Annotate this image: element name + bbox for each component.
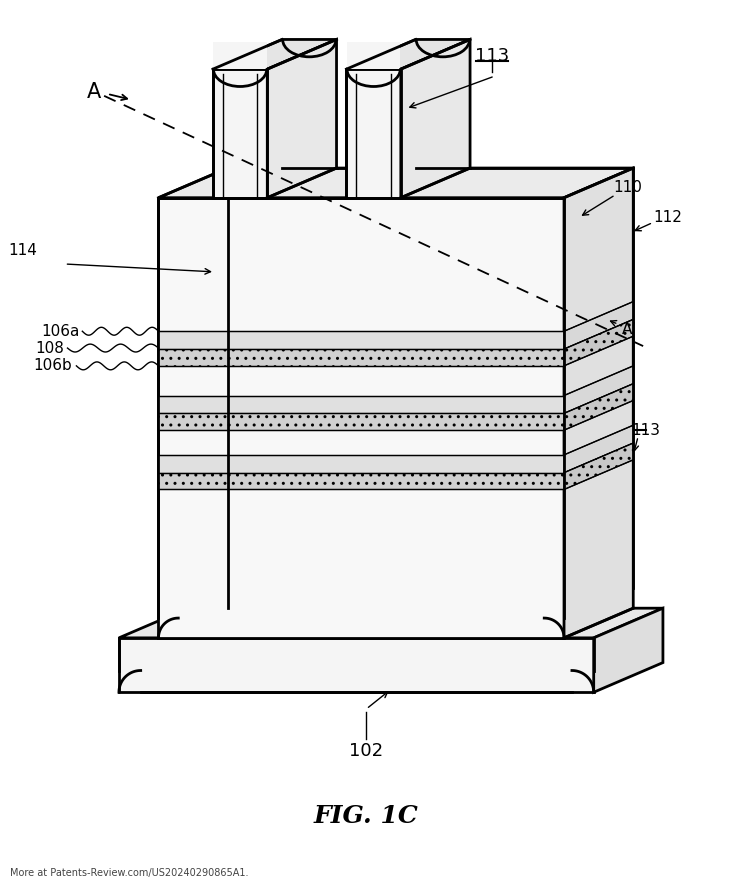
Polygon shape xyxy=(401,39,470,198)
Polygon shape xyxy=(119,638,593,693)
Text: 106b: 106b xyxy=(34,359,72,373)
Polygon shape xyxy=(564,302,633,349)
Polygon shape xyxy=(119,608,663,638)
Polygon shape xyxy=(267,39,337,198)
Text: 106a: 106a xyxy=(41,324,80,338)
Polygon shape xyxy=(564,366,633,413)
Polygon shape xyxy=(158,168,633,198)
Polygon shape xyxy=(213,39,337,69)
Polygon shape xyxy=(564,384,633,430)
Text: A: A xyxy=(87,82,101,102)
Text: FIG. 1C: FIG. 1C xyxy=(314,804,418,828)
Text: 113: 113 xyxy=(631,423,661,438)
Text: A’: A’ xyxy=(621,321,637,337)
Polygon shape xyxy=(158,331,564,349)
Text: 108: 108 xyxy=(36,341,64,355)
Polygon shape xyxy=(347,39,470,69)
Polygon shape xyxy=(213,69,267,198)
Text: 112: 112 xyxy=(653,210,682,225)
Polygon shape xyxy=(213,43,266,69)
Text: 114: 114 xyxy=(8,242,37,258)
Polygon shape xyxy=(347,69,401,198)
Polygon shape xyxy=(158,455,564,472)
Polygon shape xyxy=(564,320,633,366)
Polygon shape xyxy=(593,608,663,693)
Polygon shape xyxy=(347,43,400,69)
Text: More at Patents-Review.com/US20240290865A1.: More at Patents-Review.com/US20240290865… xyxy=(10,868,249,878)
Polygon shape xyxy=(564,425,633,472)
Polygon shape xyxy=(158,198,564,638)
Polygon shape xyxy=(564,168,633,638)
Polygon shape xyxy=(158,395,564,413)
Polygon shape xyxy=(564,443,633,489)
Text: 110: 110 xyxy=(613,180,642,195)
Polygon shape xyxy=(158,413,564,430)
Text: 102: 102 xyxy=(349,741,383,760)
Text: 113: 113 xyxy=(474,47,509,66)
Polygon shape xyxy=(158,349,564,366)
Polygon shape xyxy=(158,472,564,489)
